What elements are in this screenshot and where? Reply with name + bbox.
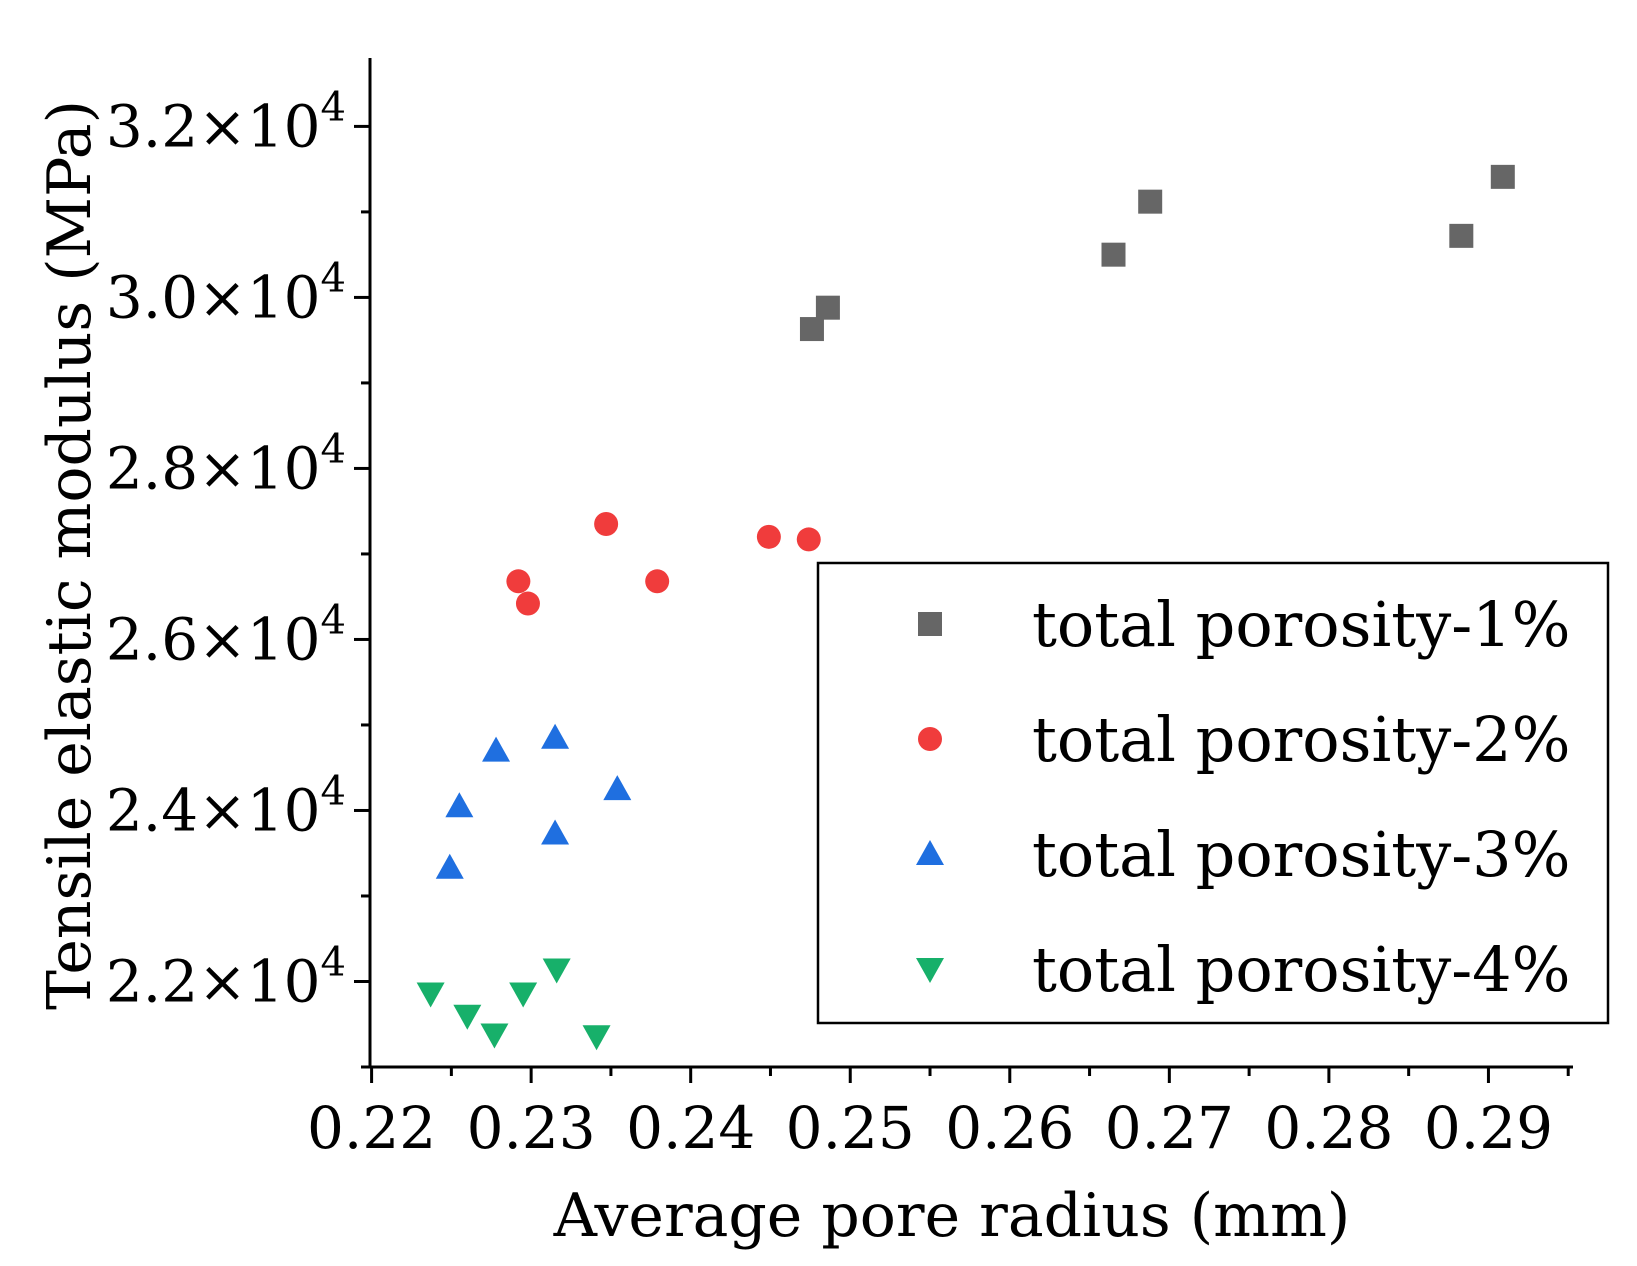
data-point: [756, 524, 781, 549]
data-point: [506, 569, 531, 594]
data-point: [603, 775, 632, 801]
legend-label: total porosity-1%: [1032, 588, 1571, 661]
y-axis-ticks: 2.2×1042.4×1042.6×1042.8×1043.0×1043.2×1…: [106, 84, 370, 1069]
y-tick-times: ×10: [198, 605, 320, 673]
data-point: [1490, 164, 1515, 189]
plot-frame: [368, 58, 1573, 1069]
x-tick-label: 0.26: [945, 1094, 1074, 1162]
y-tick-mantissa: 2.2: [106, 947, 198, 1015]
data-point: [1138, 189, 1163, 214]
y-tick-exponent: 4: [321, 84, 346, 130]
legend-label: total porosity-3%: [1032, 818, 1571, 891]
y-tick-exponent: 4: [321, 768, 346, 814]
data-point: [1449, 223, 1474, 248]
y-tick-exponent: 4: [321, 255, 346, 301]
x-axis-title: Average pore radius (mm): [553, 1181, 1351, 1251]
x-tick-label: 0.27: [1105, 1094, 1234, 1162]
data-point: [416, 982, 445, 1008]
data-points: [416, 164, 1515, 1051]
data-point: [515, 591, 540, 616]
data-point: [796, 527, 821, 552]
x-tick-label: 0.25: [786, 1094, 915, 1162]
y-tick-label: 3.2×104: [106, 84, 346, 160]
x-tick-label: 0.28: [1264, 1094, 1393, 1162]
legend-marker: [916, 958, 944, 983]
data-point: [435, 853, 464, 879]
data-point: [541, 819, 570, 845]
y-tick-times: ×10: [198, 434, 320, 502]
y-tick-exponent: 4: [321, 939, 346, 985]
x-tick-label: 0.29: [1424, 1094, 1553, 1162]
data-point: [480, 1023, 509, 1049]
data-point: [542, 958, 571, 984]
y-tick-times: ×10: [198, 92, 320, 160]
data-point: [815, 295, 840, 320]
y-tick-mantissa: 3.0: [106, 263, 198, 331]
y-tick-exponent: 4: [321, 597, 346, 643]
legend-box: [816, 561, 1610, 1025]
data-point: [594, 512, 619, 537]
y-tick-label: 2.4×104: [106, 768, 346, 844]
x-tick-label: 0.23: [467, 1094, 596, 1162]
y-tick-mantissa: 3.2: [106, 92, 198, 160]
data-point: [582, 1025, 611, 1051]
y-tick-times: ×10: [198, 947, 320, 1015]
y-tick-mantissa: 2.4: [106, 776, 198, 844]
y-tick-label: 2.6×104: [106, 597, 346, 673]
data-point: [453, 1004, 482, 1030]
data-point: [509, 982, 538, 1008]
x-axis-ticks: 0.22 0.23 0.24 0.25 0.26 0.27 0.28 0.29: [307, 1067, 1570, 1162]
legend: total porosity-1% total porosity-2% total …: [816, 561, 1610, 1025]
data-point: [445, 792, 474, 818]
y-tick-label: 3.0×104: [106, 255, 346, 331]
legend-marker: [916, 840, 944, 865]
data-point: [541, 723, 570, 749]
y-tick-label: 2.2×104: [106, 939, 346, 1015]
x-tick-label: 0.24: [626, 1094, 755, 1162]
y-tick-exponent: 4: [321, 426, 346, 472]
legend-label: total porosity-2%: [1032, 703, 1571, 776]
series-4: [416, 958, 611, 1051]
y-tick-times: ×10: [198, 263, 320, 331]
series-1: [799, 164, 1515, 342]
legend-marker: [918, 612, 942, 636]
y-tick-mantissa: 2.6: [106, 605, 198, 673]
data-point: [799, 317, 824, 342]
series-2: [506, 512, 821, 616]
y-tick-label: 2.8×104: [106, 426, 346, 502]
data-point: [645, 569, 670, 594]
data-point: [482, 736, 511, 762]
y-tick-mantissa: 2.8: [106, 434, 198, 502]
x-tick-label: 0.22: [307, 1094, 436, 1162]
data-point: [1101, 242, 1126, 267]
y-tick-times: ×10: [198, 776, 320, 844]
series-3: [435, 723, 632, 879]
legend-marker: [918, 727, 942, 751]
y-axis-title: Tensile elastic modulus (MPa): [35, 100, 105, 1010]
legend-label: total porosity-4%: [1032, 933, 1571, 1006]
